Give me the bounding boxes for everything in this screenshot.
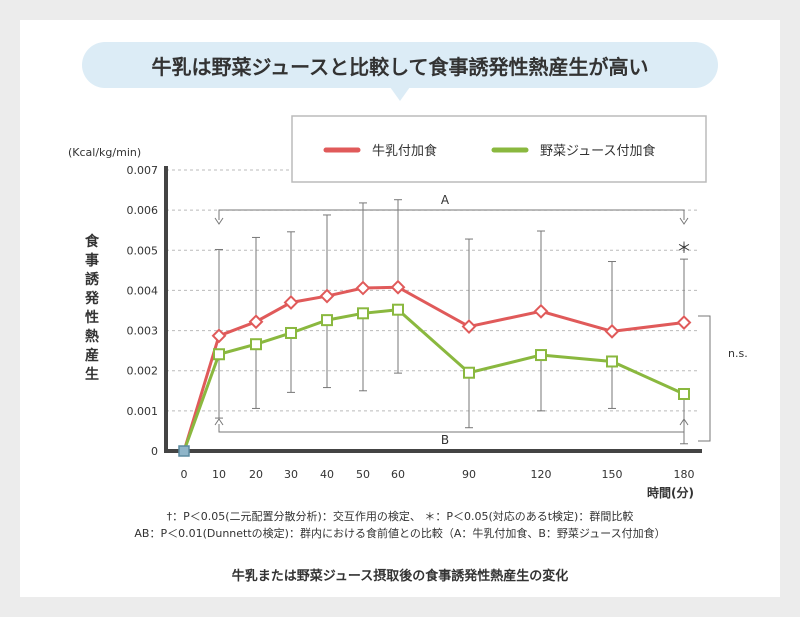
x-tick-label: 0 (181, 468, 188, 481)
data-point (604, 323, 620, 339)
data-point (213, 348, 225, 361)
data-point (678, 387, 690, 400)
data-point (390, 279, 406, 295)
data-point (357, 307, 369, 320)
bracket-b-arrow (214, 418, 224, 426)
legend-label: 牛乳付加食 (372, 143, 437, 159)
data-point (248, 314, 264, 330)
chart-caption: 牛乳または野菜ジュース摂取後の食事誘発性熱産生の変化 (231, 569, 569, 584)
footnote-2: AB：P＜0.01(Dunnettの検定)：群内における食前値との比較（A：牛乳… (134, 527, 666, 540)
ns-label: n.s. (728, 347, 748, 360)
bracket-a-arrow (679, 217, 689, 225)
significance-star: ＊ (676, 239, 691, 257)
y-tick-label: 0.004 (127, 284, 159, 297)
data-point (355, 280, 371, 296)
x-tick-label: 120 (531, 468, 552, 481)
y-tick-label: 0.001 (127, 405, 159, 418)
bracket-b (218, 424, 685, 433)
data-point (285, 326, 297, 339)
footnote-1: †：P＜0.05(二元配置分散分析)：交互作用の検定、 ＊：P＜0.05(対応の… (166, 510, 634, 523)
y-axis-title-char: 発 (84, 290, 100, 307)
data-point (461, 319, 477, 334)
data-point (319, 288, 335, 304)
y-tick-label: 0.007 (127, 164, 159, 177)
data-point (606, 355, 618, 368)
y-tick-label: 0.006 (127, 204, 159, 217)
annotation-b: B (441, 433, 449, 447)
y-axis-title-char: 生 (85, 366, 99, 383)
y-tick-label: 0 (151, 445, 158, 458)
data-point (535, 349, 547, 362)
y-axis-title-char: 誘 (85, 271, 100, 288)
data-point (676, 315, 692, 330)
x-tick-label: 60 (391, 468, 405, 481)
ns-bracket (698, 315, 711, 442)
data-point (250, 338, 262, 351)
y-axis-title-char: 性 (85, 309, 99, 326)
legend-label: 野菜ジュース付加食 (540, 143, 655, 159)
x-tick-label: 20 (249, 468, 263, 481)
y-axis-title-char: 食 (85, 233, 100, 250)
x-tick-label: 150 (602, 468, 623, 481)
x-tick-label: 40 (320, 468, 334, 481)
y-tick-label: 0.003 (127, 325, 159, 338)
data-point (392, 303, 404, 316)
data-point (283, 295, 299, 310)
y-axis-title-char: 熱 (85, 328, 99, 345)
data-point (463, 366, 475, 379)
annotation-a: A (441, 193, 450, 207)
data-point (178, 445, 190, 457)
headline-bubble: 牛乳は野菜ジュースと比較して食事誘発性熱産生が高い (82, 42, 718, 88)
bracket-a-arrow (214, 217, 224, 225)
data-point (321, 314, 333, 327)
x-tick-label: 180 (674, 468, 695, 481)
x-tick-label: 10 (212, 468, 226, 481)
data-point (211, 328, 227, 344)
data-point (533, 303, 549, 319)
footnotes: †：P＜0.05(二元配置分散分析)：交互作用の検定、 ＊：P＜0.05(対応の… (0, 508, 800, 542)
x-tick-label: 90 (462, 468, 476, 481)
bubble-tail (390, 87, 410, 101)
bracket-b-arrow (679, 418, 689, 426)
x-tick-label: 30 (284, 468, 298, 481)
y-tick-label: 0.002 (127, 365, 159, 378)
x-tick-label: 50 (356, 468, 370, 481)
y-axis-unit: (Kcal/kg/min) (68, 146, 141, 159)
bracket-a (218, 209, 685, 220)
y-axis-title-char: 産 (85, 347, 99, 364)
x-axis-title: 時間(分) (647, 485, 694, 500)
y-tick-label: 0.005 (127, 244, 159, 257)
series-line (182, 285, 685, 452)
headline-text: 牛乳は野菜ジュースと比較して食事誘発性熱産生が高い (151, 54, 649, 79)
y-axis-title-char: 事 (85, 252, 99, 269)
